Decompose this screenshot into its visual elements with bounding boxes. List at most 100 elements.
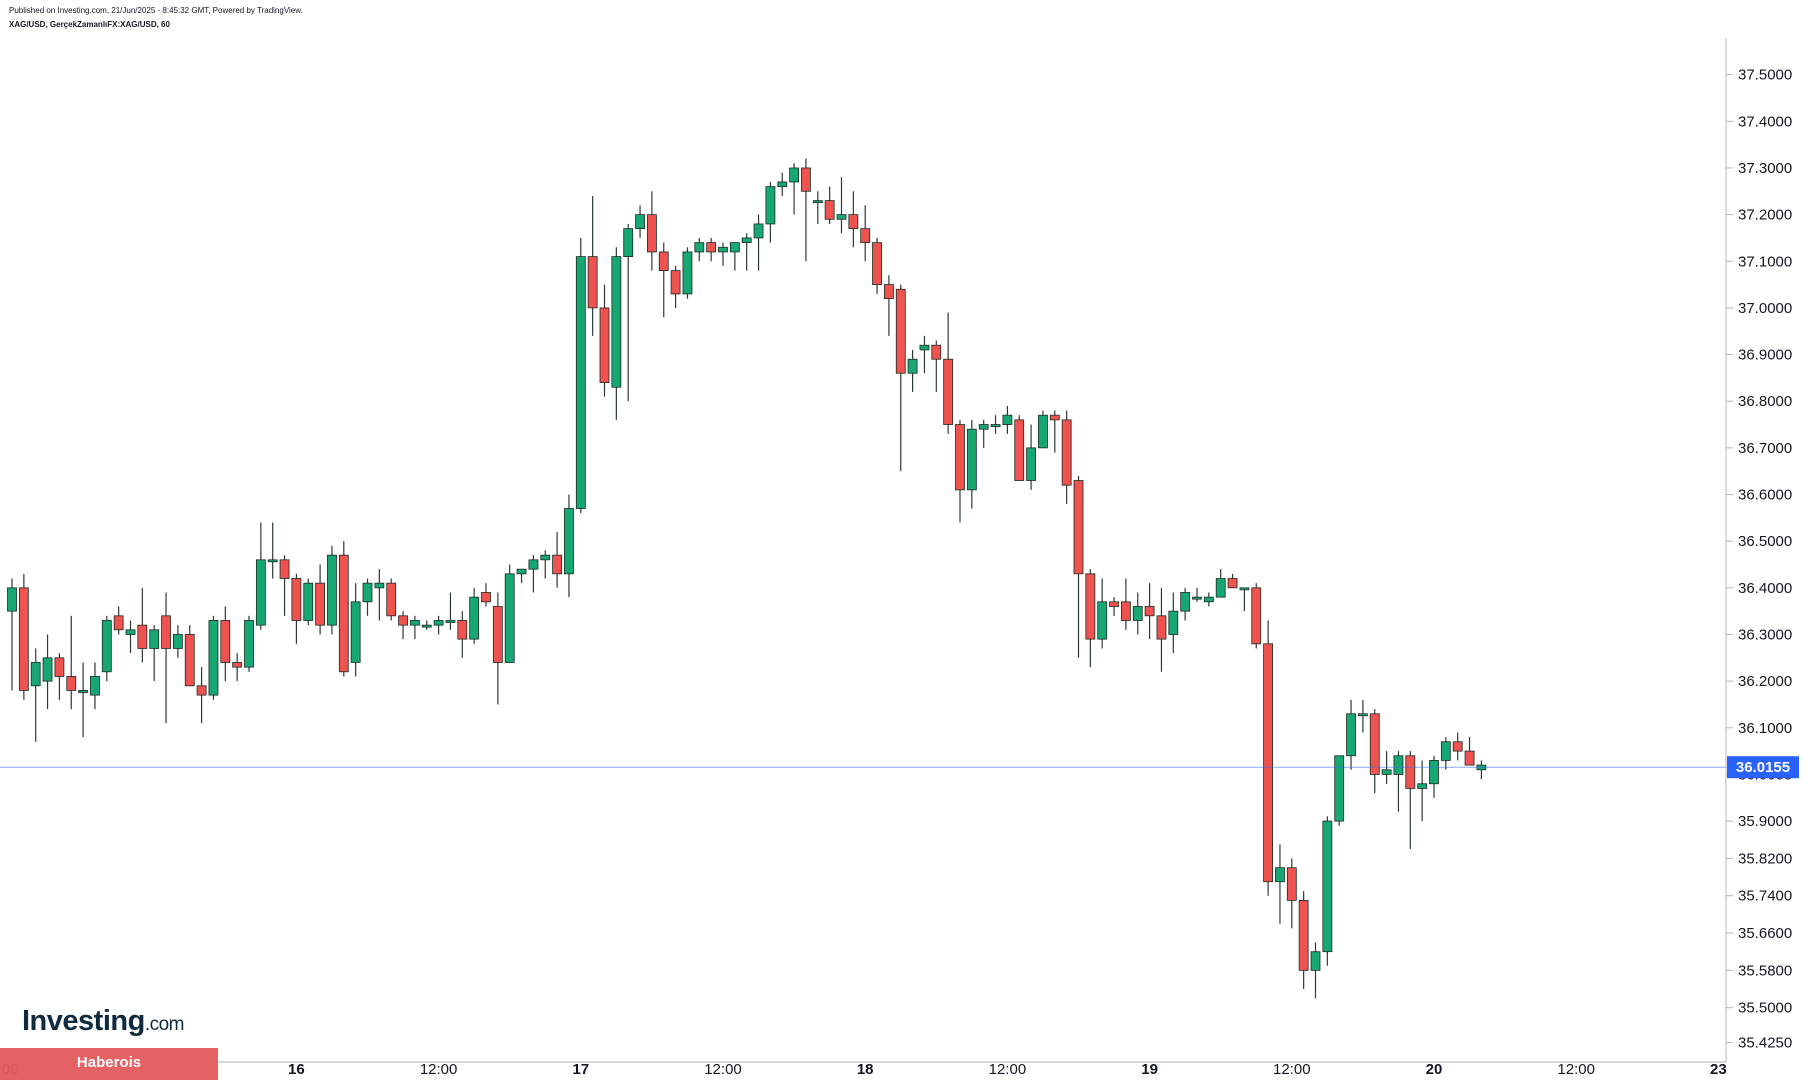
candle-down <box>1121 601 1131 621</box>
candle-down <box>386 582 397 617</box>
candle-down <box>848 214 859 230</box>
candle-up <box>812 200 823 204</box>
y-tick-label: 36.1000 <box>1738 720 1792 737</box>
candle-up <box>1358 713 1368 717</box>
candle-down <box>1369 713 1380 775</box>
candle-down <box>1109 601 1119 607</box>
y-tick-label: 37.4000 <box>1738 113 1792 130</box>
candle-down <box>291 578 302 621</box>
logo-domain: .com <box>144 1014 185 1035</box>
candle-up <box>350 601 361 663</box>
symbol-label: XAG/USD, GerçekZamanlıFX:XAG/USD, 60 <box>9 20 170 29</box>
candle-down <box>884 284 894 299</box>
y-tick-label: 36.5000 <box>1738 533 1792 550</box>
candle-down <box>706 242 717 253</box>
candle-down <box>670 270 681 295</box>
last-price-label: 36.0155 <box>1736 759 1790 776</box>
candle-down <box>161 615 171 649</box>
candle-down <box>1452 741 1463 752</box>
candle-down <box>1464 750 1475 766</box>
candle-up <box>990 424 1001 427</box>
plot-area <box>7 158 1487 999</box>
candle-up <box>469 596 480 640</box>
candle-down <box>196 685 207 696</box>
candle-down <box>113 615 124 631</box>
candle-down <box>1227 578 1238 589</box>
candle-up <box>421 624 432 628</box>
candle-down <box>1014 419 1025 481</box>
x-tick-label: 12:00 <box>1557 1061 1595 1078</box>
candle-up <box>1381 769 1392 775</box>
y-tick-label: 35.5000 <box>1738 1000 1792 1017</box>
candle-down <box>1049 414 1060 421</box>
candle-up <box>623 228 634 257</box>
price-axis: 37.5000 37.4000 37.3000 37.2000 37.1000 37.00… <box>1726 67 1792 1052</box>
candle-down <box>860 228 871 244</box>
y-tick-label: 36.8000 <box>1738 393 1792 410</box>
candle-down <box>801 167 811 192</box>
candle-down <box>1061 419 1072 486</box>
candle-down <box>1298 899 1309 971</box>
candle-down <box>931 344 942 360</box>
candle-up <box>1132 606 1143 621</box>
candle-up <box>729 242 740 253</box>
candle-up <box>125 629 136 635</box>
candle-down <box>955 424 965 491</box>
candle-up <box>836 214 847 220</box>
candle-down <box>647 214 657 253</box>
candle-down <box>1156 615 1167 640</box>
candle-up <box>564 508 574 575</box>
candle-up <box>1417 783 1428 789</box>
candle-up <box>409 620 420 626</box>
candle-down <box>18 587 29 691</box>
candle-up <box>327 554 337 626</box>
x-tick-label: 18 <box>857 1061 874 1078</box>
candle-up <box>753 223 764 239</box>
candle-up <box>1192 596 1202 600</box>
candle-down <box>232 662 243 668</box>
y-tick-label: 36.6000 <box>1738 487 1792 504</box>
y-tick-label: 36.4000 <box>1738 580 1792 597</box>
candle-down <box>1085 573 1096 640</box>
candle-up <box>682 251 693 295</box>
candle-up <box>172 634 183 649</box>
candle-down <box>398 615 408 626</box>
candle-up <box>777 181 788 188</box>
investing-logo: Investing.com <box>22 1005 185 1038</box>
candle-up <box>765 186 776 225</box>
candle-up <box>303 582 314 621</box>
x-tick-label: 20 <box>1426 1061 1443 1078</box>
candle-up <box>1429 760 1439 785</box>
candle-down <box>587 256 598 309</box>
candle-up <box>1097 601 1108 640</box>
x-tick-label: 16 <box>288 1061 305 1078</box>
last-price-marker: 36.0155 <box>0 756 1799 779</box>
candle-up <box>433 620 444 626</box>
y-tick-label: 37.3000 <box>1738 160 1792 177</box>
x-tick-label: 23 <box>1710 1061 1727 1078</box>
y-tick-label: 35.7400 <box>1738 888 1792 905</box>
candle-up <box>504 573 515 663</box>
candle-down <box>1251 587 1262 645</box>
candle-up <box>575 256 586 509</box>
candle-up <box>1334 755 1345 822</box>
last-price-badge <box>1727 756 1799 779</box>
candle-down <box>943 358 954 425</box>
x-tick-label: 12:00 <box>704 1061 742 1078</box>
candle-down <box>599 307 610 383</box>
candle-up <box>789 167 799 183</box>
candle-up <box>1168 610 1179 635</box>
candle-down <box>1405 755 1416 789</box>
candle-up <box>30 662 41 687</box>
candle-up <box>1393 755 1404 775</box>
candle-up <box>101 620 112 673</box>
candle-up <box>1322 820 1333 953</box>
x-tick-label: 12:00 <box>989 1061 1027 1078</box>
x-tick-label: 19 <box>1141 1061 1158 1078</box>
candle-up <box>78 690 88 693</box>
y-tick-label: 37.5000 <box>1738 67 1792 84</box>
y-tick-label: 35.6600 <box>1738 925 1792 942</box>
candle-up <box>374 582 385 589</box>
y-tick-label: 37.1000 <box>1738 253 1792 270</box>
